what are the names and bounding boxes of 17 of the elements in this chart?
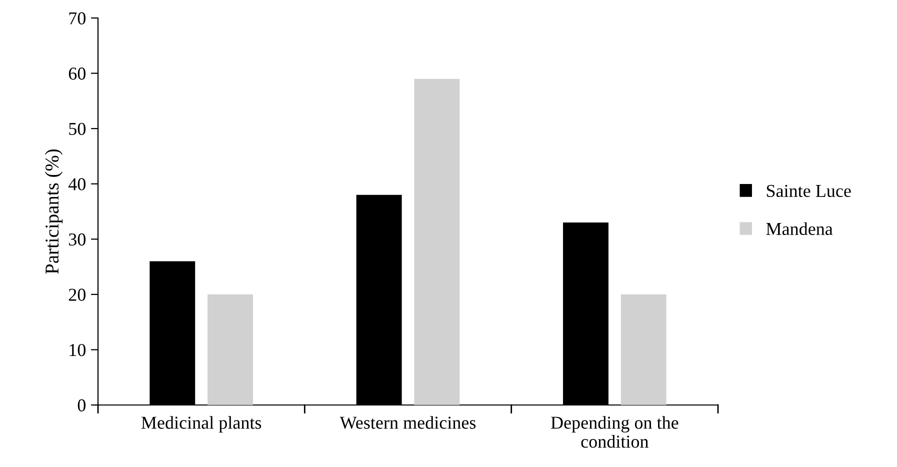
x-tick-label: Depending on the condition	[551, 416, 678, 448]
x-tick-label: Medicinal plants	[141, 416, 262, 432]
y-tick-label: 10	[70, 344, 86, 356]
y-tick-label: 50	[69, 122, 86, 136]
legend-label: Sainte Luce	[766, 184, 851, 197]
y-tick-label: 20	[68, 288, 86, 301]
bar	[414, 78, 460, 405]
y-tick-label: 0	[78, 399, 86, 412]
y-axis-title: Participants (%)	[44, 149, 63, 274]
y-tick-label: 30	[69, 233, 86, 246]
legend-label: Mandena	[766, 222, 833, 236]
bar	[208, 294, 253, 405]
y-tick-label: 40	[68, 178, 86, 190]
y-tick-label: 60	[68, 68, 86, 80]
y-tick-label: 70	[69, 12, 86, 24]
bar	[620, 294, 666, 405]
x-tick-label: Western medicines	[340, 416, 476, 429]
